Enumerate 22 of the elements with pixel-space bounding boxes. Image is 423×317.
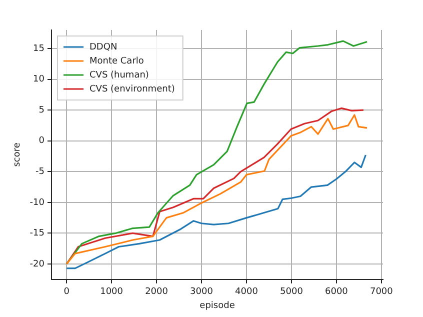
legend-label: CVS (human) bbox=[90, 70, 149, 80]
y-tick-label: -5 bbox=[36, 166, 44, 177]
y-tick-label: -10 bbox=[30, 198, 45, 208]
x-tick-label: 4000 bbox=[235, 287, 258, 298]
x-axis-title: episode bbox=[200, 300, 236, 311]
legend-label: CVS (environment) bbox=[90, 84, 175, 94]
x-tick-label: 5000 bbox=[280, 287, 304, 298]
x-tick-label: 1000 bbox=[100, 287, 124, 298]
legend-label: DDQN bbox=[90, 42, 118, 52]
y-tick-label: -20 bbox=[30, 259, 45, 270]
y-tick-label: 10 bbox=[33, 74, 45, 85]
y-tick-label: 5 bbox=[38, 105, 44, 116]
y-axis-title: score bbox=[12, 142, 23, 167]
y-tick-label: 15 bbox=[33, 44, 44, 54]
legend-label: Monte Carlo bbox=[90, 56, 144, 66]
x-tick-label: 6000 bbox=[324, 287, 348, 298]
x-tick-label: 2000 bbox=[145, 287, 168, 298]
x-tick-label: 7000 bbox=[370, 287, 394, 298]
y-tick-label: -15 bbox=[30, 228, 44, 239]
x-tick-label: 0 bbox=[64, 287, 70, 298]
y-tick-label: 0 bbox=[38, 136, 45, 146]
x-tick-label: 3000 bbox=[190, 287, 214, 298]
